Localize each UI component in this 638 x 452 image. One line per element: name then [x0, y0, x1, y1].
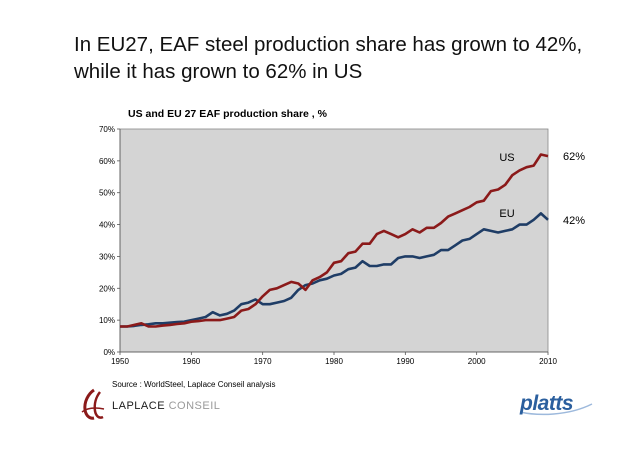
series-layer: [120, 153, 549, 328]
series-name-label-eu: EU: [499, 208, 514, 220]
platts-logo: platts: [520, 392, 574, 415]
y-tick-label: 20%: [99, 284, 115, 293]
x-tick-label: 2010: [539, 357, 557, 366]
series-end-value-us: 62%: [563, 151, 585, 163]
y-tick-label: 70%: [99, 125, 115, 134]
x-tick-label: 2000: [468, 357, 486, 366]
x-tick-label: 1950: [111, 357, 129, 366]
source-note: Source : WorldSteel, Laplace Conseil ana…: [112, 380, 276, 389]
x-axis: 1950 1960 1970 1980 1990 2000 2010: [111, 351, 557, 366]
y-tick-label: 60%: [99, 157, 115, 166]
y-tick-label: 50%: [99, 189, 115, 198]
x-tick-label: 1960: [182, 357, 200, 366]
series-end-value-eu: 42%: [563, 215, 585, 227]
x-tick-label: 1980: [325, 357, 343, 366]
chart-title: US and EU 27 EAF production share , %: [128, 108, 327, 120]
y-tick-label: 10%: [99, 316, 115, 325]
laplace-bold-text: LAPLACE: [112, 400, 166, 412]
series-labels: US 62% EU 42%: [499, 151, 585, 227]
series-line-eu: [120, 212, 549, 328]
laplace-light-text: CONSEIL: [168, 400, 221, 412]
x-tick-label: 1990: [396, 357, 414, 366]
laplace-wordmark: LAPLACE CONSEIL: [112, 400, 220, 412]
series-line-us: [120, 153, 549, 328]
y-tick-label: 30%: [99, 252, 115, 261]
x-tick-label: 1970: [254, 357, 272, 366]
y-tick-label: 0%: [103, 348, 115, 357]
series-name-label-us: US: [499, 152, 514, 164]
y-axis: 0% 10% 20% 30% 40% 50% 60% 70%: [99, 125, 121, 357]
laplace-logo-icon: [81, 388, 105, 420]
plot-area: [119, 128, 549, 353]
slide-headline: In EU27, EAF steel production share has …: [74, 33, 583, 83]
platts-swoosh-icon: [519, 403, 593, 416]
y-tick-label: 40%: [99, 221, 115, 230]
